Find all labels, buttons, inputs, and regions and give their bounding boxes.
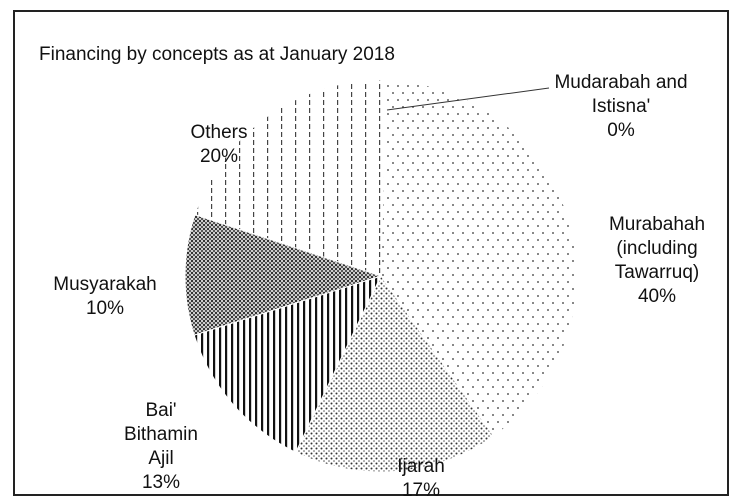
slice-value-bai-bithamin-ajil: 13% (142, 472, 180, 493)
slice-value-murabahah: 40% (638, 286, 676, 307)
slice-name-mudarabah: Istisna' (592, 96, 651, 117)
slice-name-bai-bithamin-ajil: Bithamin (124, 424, 198, 445)
leader-line-mudarabah (386, 87, 550, 111)
pie-chart: Financing by concepts as at January 2018… (39, 44, 705, 498)
slice-label-mudarabah: Mudarabah and Istisna' 0% (554, 72, 687, 141)
slice-label-ijarah: Ijarah 17% (397, 456, 445, 498)
slice-label-murabahah: Murabahah (including Tawarruq) 40% (609, 214, 705, 307)
slice-name-mudarabah: Mudarabah and (554, 72, 687, 93)
chart-title: Financing by concepts as at January 2018 (39, 44, 395, 65)
slice-name-murabahah: Murabahah (609, 214, 705, 235)
slice-name-murabahah: Tawarruq) (615, 262, 699, 283)
slice-name-bai-bithamin-ajil: Ajil (148, 448, 173, 469)
slice-label-bai-bithamin-ajil: Bai' Bithamin Ajil 13% (124, 400, 198, 493)
pie-slice-ijarah (294, 275, 495, 473)
leader-lines (386, 87, 550, 111)
slice-value-others: 20% (200, 146, 238, 167)
pie-slice-bai-bithamin-ajil (193, 275, 382, 454)
slice-name-ijarah: Ijarah (397, 456, 445, 477)
slice-value-mudarabah: 0% (607, 120, 635, 141)
slice-label-others: Others 20% (190, 122, 247, 167)
pie-slice-others (194, 79, 382, 277)
chart-frame: Financing by concepts as at January 2018… (13, 10, 729, 498)
pie-slices (184, 79, 578, 473)
slice-labels: Mudarabah and Istisna' 0% Murabahah (includi… (53, 72, 705, 498)
slice-label-musyarakah: Musyarakah 10% (53, 274, 157, 319)
slice-name-bai-bithamin-ajil: Bai' (145, 400, 176, 421)
slice-value-musyarakah: 10% (86, 298, 124, 319)
pie-slice-musyarakah (184, 213, 383, 336)
pie-slice-murabahah (380, 79, 578, 437)
slice-value-ijarah: 17% (402, 480, 440, 498)
slice-name-others: Others (190, 122, 247, 143)
slice-name-murabahah: (including (616, 238, 697, 259)
slice-name-musyarakah: Musyarakah (53, 274, 157, 295)
